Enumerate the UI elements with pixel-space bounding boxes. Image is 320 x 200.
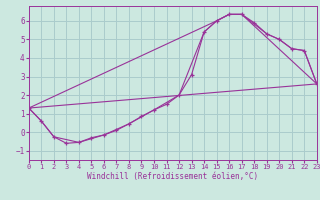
- X-axis label: Windchill (Refroidissement éolien,°C): Windchill (Refroidissement éolien,°C): [87, 172, 258, 181]
